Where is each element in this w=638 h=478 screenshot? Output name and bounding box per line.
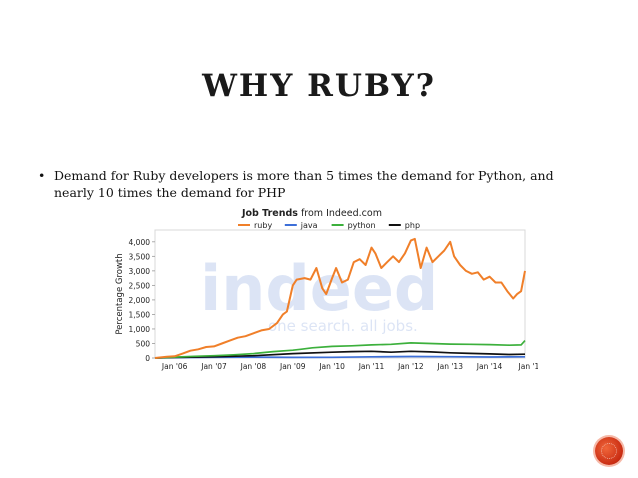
legend-label-python: python (348, 221, 376, 230)
series-line-php (154, 350, 526, 359)
chart-title-bold: Job Trends (241, 208, 298, 219)
indeed-watermark: indeed one search. all jobs. (200, 252, 438, 335)
x-tick-label: Jan '09 (279, 362, 306, 371)
x-tick-label: Jan '1 (518, 362, 538, 371)
watermark-brand: indeed (200, 252, 438, 325)
legend-label-java: java (300, 221, 318, 230)
y-tick-label: 500 (136, 339, 151, 348)
x-tick-label: Jan '06 (161, 362, 188, 371)
chart-legend: ruby java python php (238, 221, 420, 230)
x-tick-label: Jan '14 (476, 362, 503, 371)
series-line-ruby (154, 237, 526, 359)
y-axis-label: Percentage Growth (115, 253, 125, 334)
y-tick-label: 0 (145, 354, 150, 363)
job-trends-svg: Job Trends from Indeed.com ruby java python… (115, 208, 540, 371)
series-line-python (154, 340, 526, 359)
y-tick-label: 3,500 (129, 252, 151, 261)
x-tick-label: Jan '12 (397, 362, 424, 371)
legend-label-php: php (405, 221, 420, 230)
chart-title-rest: from Indeed.com (301, 208, 382, 219)
legend-label-ruby: ruby (254, 221, 272, 230)
slide-title: WHY RUBY? (202, 68, 436, 104)
x-axis: Jan '06 Jan '07 Jan '08 Jan '09 Jan '10 Jan '… (161, 362, 540, 371)
y-tick-label: 1,500 (129, 310, 151, 319)
badge-dot-ring (601, 443, 617, 459)
x-tick-label: Jan '11 (358, 362, 385, 371)
chart-title: Job Trends from Indeed.com (241, 208, 382, 219)
bullet-text: Demand for Ruby developers is more than … (54, 168, 554, 200)
y-axis: 0 500 1,000 1,500 2,000 2,500 3,000 3,500 4,000 (129, 238, 155, 363)
y-tick-label: 4,000 (129, 238, 151, 247)
plot-area (154, 229, 526, 359)
job-trends-chart: Job Trends from Indeed.com ruby java python… (108, 203, 540, 373)
y-tick-label: 2,000 (129, 296, 151, 305)
watermark-tagline: one search. all jobs. (268, 317, 418, 335)
series-lines (154, 237, 526, 359)
x-tick-label: Jan '10 (318, 362, 345, 371)
bullet-marker: • (38, 168, 46, 183)
slide-number-badge (595, 437, 623, 465)
y-tick-label: 2,500 (129, 281, 151, 290)
x-tick-label: Jan '08 (240, 362, 267, 371)
y-tick-label: 1,000 (129, 325, 151, 334)
x-tick-label: Jan '13 (436, 362, 463, 371)
x-tick-label: Jan '07 (200, 362, 227, 371)
y-tick-label: 3,000 (129, 267, 151, 276)
